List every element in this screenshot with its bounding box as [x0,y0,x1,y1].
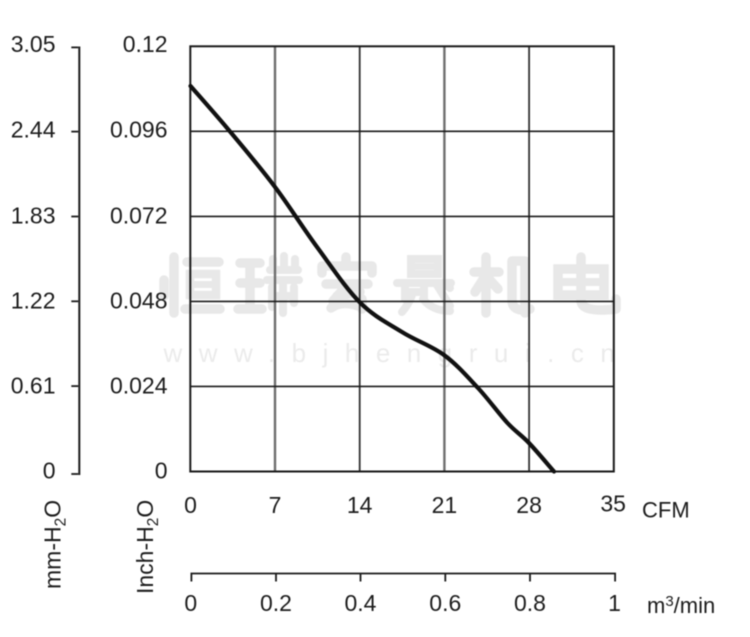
svg-text:0: 0 [155,457,168,483]
svg-text:21: 21 [432,492,458,518]
svg-text:0.6: 0.6 [429,590,461,616]
svg-text:2.44: 2.44 [11,117,56,143]
svg-text:1.22: 1.22 [11,287,56,313]
svg-text:1.83: 1.83 [11,202,56,228]
svg-text:0: 0 [184,590,197,616]
svg-text:0.12: 0.12 [123,31,168,57]
svg-text:0.8: 0.8 [514,590,546,616]
svg-text:35: 35 [600,490,626,516]
svg-text:mm-H2O: mm-H2O [40,500,70,589]
svg-text:0.4: 0.4 [345,590,377,616]
svg-text:Inch-H2O: Inch-H2O [132,500,162,594]
svg-text:0.024: 0.024 [110,372,168,398]
svg-text:m3/min: m3/min [647,593,715,618]
svg-text:28: 28 [516,492,542,518]
svg-text:1: 1 [608,590,621,616]
svg-text:0.2: 0.2 [260,590,292,616]
svg-text:0: 0 [43,457,56,483]
svg-text:0.61: 0.61 [11,372,56,398]
svg-text:0.072: 0.072 [110,202,168,228]
svg-text:7: 7 [269,492,282,518]
svg-text:3.05: 3.05 [11,31,56,57]
svg-text:14: 14 [347,492,373,518]
svg-text:CFM: CFM [642,498,690,523]
svg-text:0.048: 0.048 [110,287,168,313]
svg-text:www.bjhengrui.cn: www.bjhengrui.cn [163,338,632,368]
svg-text:0: 0 [184,492,197,518]
svg-text:0.096: 0.096 [110,117,168,143]
